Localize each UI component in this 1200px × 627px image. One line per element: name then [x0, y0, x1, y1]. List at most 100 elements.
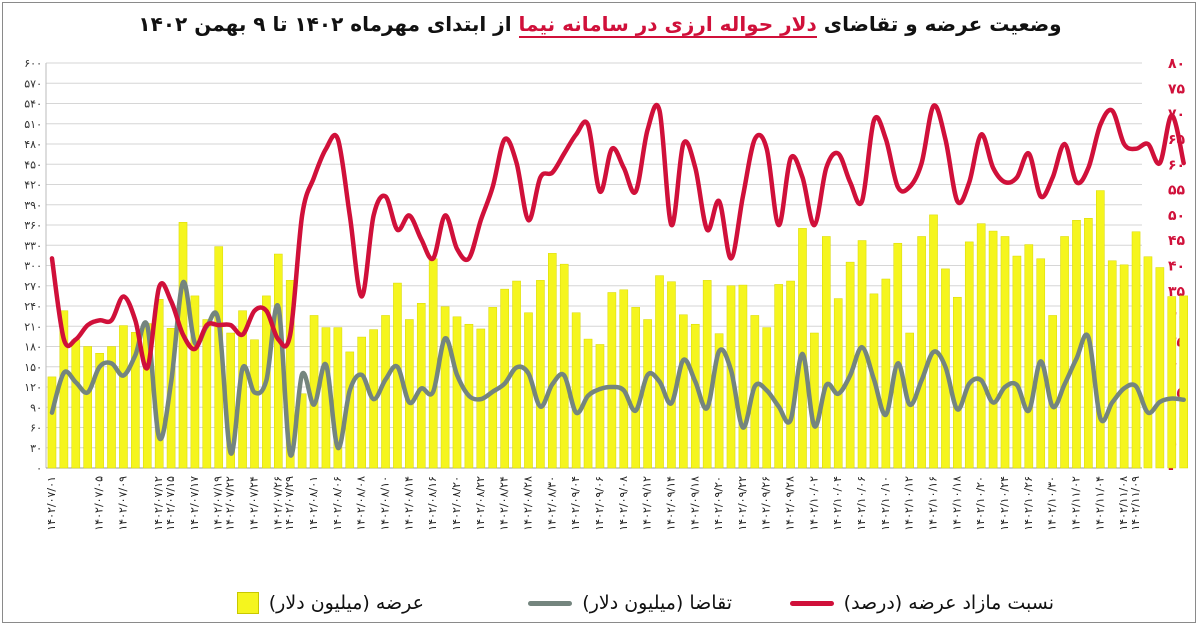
supply-bar: [976, 223, 986, 469]
supply-bar: [1131, 231, 1141, 469]
x-tick-label: ۱۴۰۲/۰۹/۱۴: [664, 476, 677, 531]
supply-bar: [131, 332, 140, 469]
ratio-line: [49, 102, 1186, 371]
supply-bar: [47, 376, 57, 469]
supply-bar: [964, 241, 974, 469]
supply-bar: [1119, 264, 1129, 469]
x-tick-label: ۱۴۰۲/۱۰/۲۴: [998, 476, 1011, 531]
x-tick-label: ۱۴۰۲/۰۸/۱۶: [426, 476, 439, 531]
supply-bar: [512, 280, 521, 469]
supply-bar: [798, 228, 807, 469]
supply-bar: [1024, 244, 1034, 469]
right-tick-label: ۷۵: [1168, 81, 1186, 97]
x-tick-label: ۱۴۰۲/۰۸/۱۰: [379, 476, 392, 531]
x-tick-label: ۱۴۰۲/۰۹/۲۰: [712, 476, 725, 531]
supply-bar: [619, 289, 629, 469]
x-tick-label: ۱۴۰۲/۰۸/۰۸: [355, 476, 368, 531]
legend-label: نسبت مازاد عرضه (درصد): [843, 592, 1054, 614]
supply-bar: [1155, 267, 1165, 469]
left-tick-label: ۲۱۰: [24, 320, 42, 333]
x-tick-label: ۱۴۰۲/۰۷/۰۵: [93, 476, 106, 531]
supply-bar: [178, 222, 188, 469]
supply-bar: [1096, 190, 1105, 469]
supply-bar: [881, 278, 891, 469]
supply-bar: [988, 230, 998, 469]
x-tick-label: ۱۴۰۲/۰۸/۳۰: [545, 476, 558, 531]
x-tick-label: ۱۴۰۲/۱۱/۰۹: [1129, 476, 1142, 531]
supply-bar: [774, 284, 783, 469]
x-tick-label: ۱۴۰۲/۰۷/۱۵: [164, 476, 177, 531]
x-tick-label: ۱۴۰۲/۱۰/۳۰: [1046, 476, 1059, 531]
supply-bar: [667, 281, 676, 469]
x-tick-label: ۱۴۰۲/۱۱/۰۴: [1093, 476, 1106, 531]
right-tick-label: ۷۰: [1168, 107, 1185, 123]
x-tick-label: ۱۴۰۲/۰۷/۲۹: [283, 476, 296, 531]
title-before: وضعیت عرضه و تقاضای: [823, 12, 1062, 36]
left-tick-label: ۴۸۰: [24, 138, 42, 151]
supply-bar: [71, 339, 81, 469]
x-tick-label: ۱۴۰۲/۱۰/۱۸: [950, 476, 963, 531]
x-tick-label: ۱۴۰۲/۰۷/۰۱: [45, 476, 58, 531]
x-tick-label: ۱۴۰۲/۰۸/۰۶: [331, 476, 344, 531]
legend-item: عرضه (میلیون دلار): [236, 588, 424, 618]
left-tick-label: ۰: [36, 462, 42, 475]
legend-item: نسبت مازاد عرضه (درصد): [789, 588, 1054, 618]
supply-bar: [929, 214, 938, 469]
supply-bar: [452, 316, 462, 469]
left-tick-label: ۵۱۰: [24, 118, 42, 131]
x-tick-label: ۱۴۰۲/۱۱/۰۸: [1117, 476, 1130, 531]
x-tick-label: ۱۴۰۲/۱۱/۰۲: [1070, 476, 1083, 531]
right-tick-label: ۸۰: [1168, 56, 1185, 72]
x-tick-label: ۱۴۰۲/۰۸/۲۸: [522, 476, 535, 531]
x-tick-label: ۱۴۰۲/۱۰/۱۶: [927, 476, 940, 531]
x-tick-label: ۱۴۰۲/۰۹/۰۴: [569, 476, 582, 531]
right-tick-label: ۵۰: [1168, 208, 1185, 224]
supply-bar: [714, 333, 724, 469]
supply-bar: [1167, 296, 1177, 469]
legend-item: تقاضا (میلیون دلار): [528, 588, 732, 618]
chart-title: وضعیت عرضه و تقاضای دلار حواله ارزی در س…: [0, 12, 1200, 38]
left-tick-label: ۳۳۰: [24, 239, 42, 252]
x-tick-label: ۱۴۰۲/۰۷/۱۲: [152, 476, 165, 531]
right-tick-label: ۵۵: [1168, 183, 1186, 199]
supply-bar: [738, 284, 748, 469]
right-tick-label: ۴۵: [1168, 233, 1186, 249]
legend-swatch-line: [789, 600, 834, 606]
left-tick-label: ۲۴۰: [24, 300, 42, 313]
x-tick-label: ۱۴۰۲/۰۸/۲۴: [498, 476, 511, 531]
supply-bar: [381, 315, 390, 469]
left-tick-label: ۱۵۰: [24, 361, 42, 374]
supply-bar: [416, 303, 426, 469]
left-tick-label: ۴۲۰: [24, 179, 42, 192]
left-tick-label: ۳۹۰: [24, 199, 42, 212]
supply-bar: [83, 346, 92, 469]
title-after: از ابتدای مهرماه ۱۴۰۲ تا ۹ بهمن ۱۴۰۲: [138, 12, 512, 36]
supply-bar: [524, 312, 533, 469]
supply-bar: [953, 296, 962, 469]
supply-bar: [190, 295, 200, 469]
right-tick-label: -: [1168, 461, 1174, 477]
supply-bar: [607, 292, 617, 469]
x-tick-label: ۱۴۰۲/۰۹/۰۸: [617, 476, 630, 531]
x-tick-label: ۱۴۰۲/۰۷/۲۶: [271, 476, 284, 531]
left-tick-label: ۶۰۰: [24, 57, 42, 70]
supply-bar: [893, 242, 903, 469]
x-tick-label: ۱۴۰۲/۰۷/۱۷: [188, 476, 201, 531]
x-tick-label: ۱۴۰۲/۰۷/۰۹: [116, 476, 129, 531]
x-tick-label: ۱۴۰۲/۱۰/۲۶: [1022, 476, 1035, 531]
left-tick-label: ۱۲۰: [24, 381, 42, 394]
supply-bar: [285, 280, 295, 469]
x-tick-label: ۱۴۰۲/۰۹/۱۸: [688, 476, 701, 531]
x-tick-label: ۱۴۰۲/۰۸/۰۱: [307, 476, 320, 531]
supply-bar: [702, 280, 712, 469]
left-tick-label: ۲۷۰: [24, 280, 42, 293]
x-tick-label: ۱۴۰۲/۰۸/۱۴: [402, 476, 415, 531]
supply-bar: [202, 319, 212, 469]
supply-bar: [536, 280, 545, 469]
supply-bar: [154, 299, 164, 469]
legend-label: عرضه (میلیون دلار): [268, 592, 424, 614]
right-tick-label: ۴۰: [1168, 259, 1185, 275]
left-tick-label: ۹۰: [30, 401, 42, 414]
